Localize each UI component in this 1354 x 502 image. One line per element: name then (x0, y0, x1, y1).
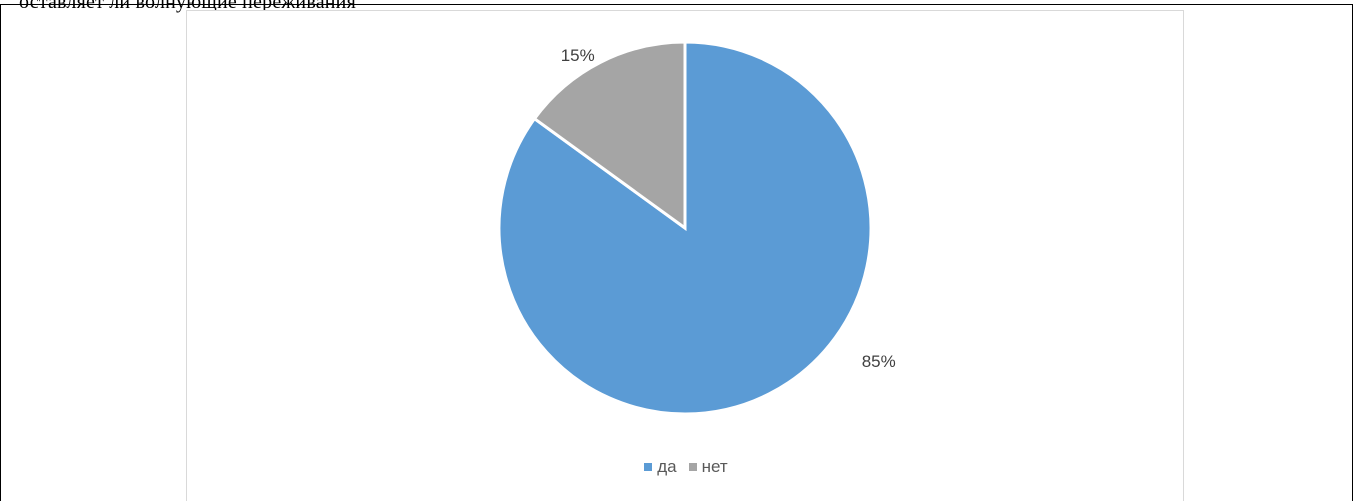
legend-label-yes: да (657, 457, 677, 476)
pie-slice-no (532, 40, 687, 231)
pie-chart: 85% 15% (497, 40, 896, 416)
legend-swatch-no (688, 463, 697, 471)
legend-item-yes: да (644, 457, 677, 477)
legend: да нет (187, 457, 1185, 477)
legend-swatch-yes (644, 463, 653, 471)
legend-item-no: нет (688, 457, 728, 477)
clipped-heading-text: оставляет ли волнующие переживания (19, 0, 356, 13)
data-label-no: 15% (561, 46, 595, 65)
chart-area: 85% 15% да нет (186, 10, 1184, 501)
legend-label-no: нет (701, 457, 728, 476)
data-label-yes: 85% (862, 352, 896, 371)
